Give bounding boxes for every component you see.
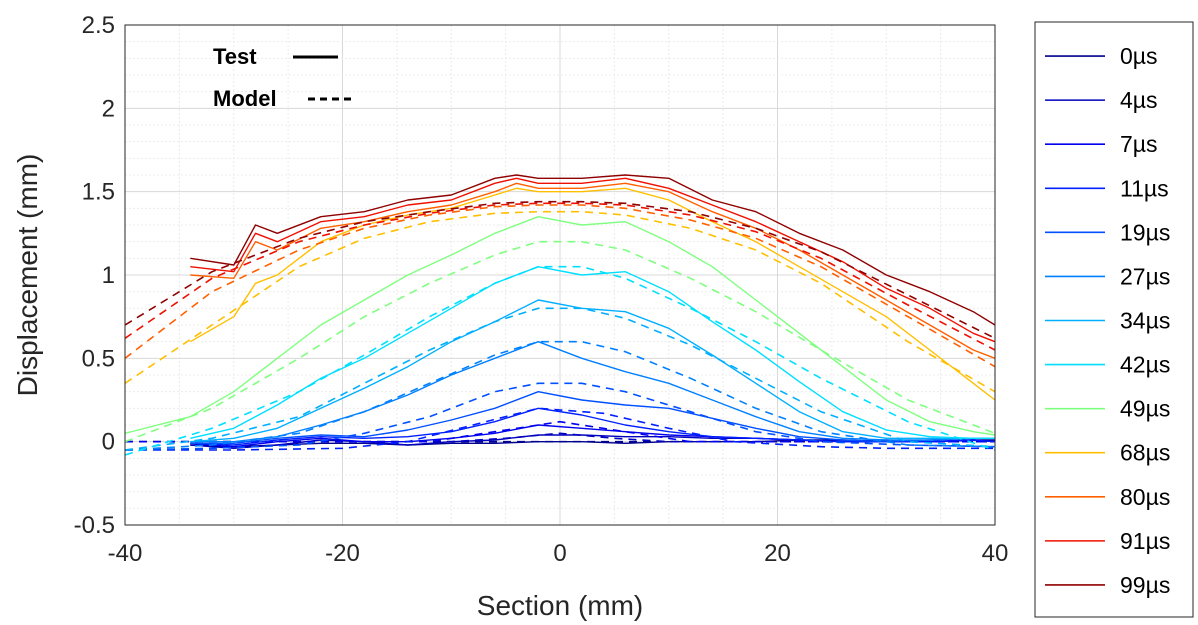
legend-label: 91µs <box>1120 528 1170 554</box>
legend-label: 7µs <box>1120 131 1158 157</box>
legend-label: 49µs <box>1120 396 1170 422</box>
model-line-99µs <box>124 200 996 340</box>
line-style-annotation: Test Model <box>213 44 353 111</box>
model-line-68µs <box>124 210 996 393</box>
y-axis-title: Displacement (mm) <box>12 154 43 397</box>
test-line-99µs <box>190 174 996 326</box>
x-tick-label: 40 <box>982 540 1009 567</box>
test-line-19µs <box>190 391 995 444</box>
annotation-model-label: Model <box>213 86 277 111</box>
legend-label: 34µs <box>1120 308 1170 334</box>
test-line-27µs <box>190 341 995 443</box>
y-tick-label: 2 <box>102 95 115 122</box>
model-line-34µs <box>124 307 996 451</box>
x-tick-label: 0 <box>553 540 566 567</box>
model-line-19µs <box>124 382 996 451</box>
legend-label: 19µs <box>1120 219 1170 245</box>
legend-label: 99µs <box>1120 572 1170 598</box>
y-tick-label: 1.5 <box>82 179 115 206</box>
legend-label: 4µs <box>1120 87 1158 113</box>
legend-label: 80µs <box>1120 484 1170 510</box>
legend-label: 11µs <box>1120 175 1169 201</box>
test-line-68µs <box>189 187 996 401</box>
model-line-7µs <box>125 420 995 443</box>
legend-label: 42µs <box>1120 352 1170 378</box>
annotation-test-label: Test <box>213 44 257 69</box>
model-line-91µs <box>124 202 996 351</box>
y-tick-label: 0 <box>102 429 115 456</box>
plot-series <box>124 174 996 456</box>
legend-label: 68µs <box>1120 440 1170 466</box>
plot-frame <box>124 24 996 526</box>
model-line-49µs <box>124 240 996 443</box>
y-tick-label: 0.5 <box>82 345 115 372</box>
y-tick-label: -0.5 <box>74 512 115 539</box>
legend-label: 27µs <box>1120 263 1170 289</box>
tick-labels: -40 -20 0 20 40 -0.5 0 0.5 1 1.5 2 2.5 <box>74 12 1009 567</box>
model-line-11µs <box>125 407 995 451</box>
test-line-49µs <box>124 215 996 436</box>
test-line-80µs <box>190 182 996 359</box>
x-axis-title: Section (mm) <box>477 590 643 621</box>
y-tick-label: 1 <box>102 262 115 289</box>
y-tick-label: 2.5 <box>82 12 115 39</box>
legend-box <box>1034 21 1194 618</box>
x-tick-label: -20 <box>325 540 360 567</box>
test-line-42µs <box>190 266 995 439</box>
legend: 0µs 4µs 7µs 11µs 19µs 27µs 34µs 42µs 49µs 68µs 80µ… <box>1034 21 1194 618</box>
legend-label: 0µs <box>1120 43 1158 69</box>
model-line-27µs <box>124 340 996 451</box>
model-line-80µs <box>124 204 996 368</box>
x-tick-label: 20 <box>764 540 791 567</box>
test-line-91µs <box>190 177 996 343</box>
x-tick-label: -40 <box>108 540 143 567</box>
test-line-34µs <box>190 299 995 443</box>
